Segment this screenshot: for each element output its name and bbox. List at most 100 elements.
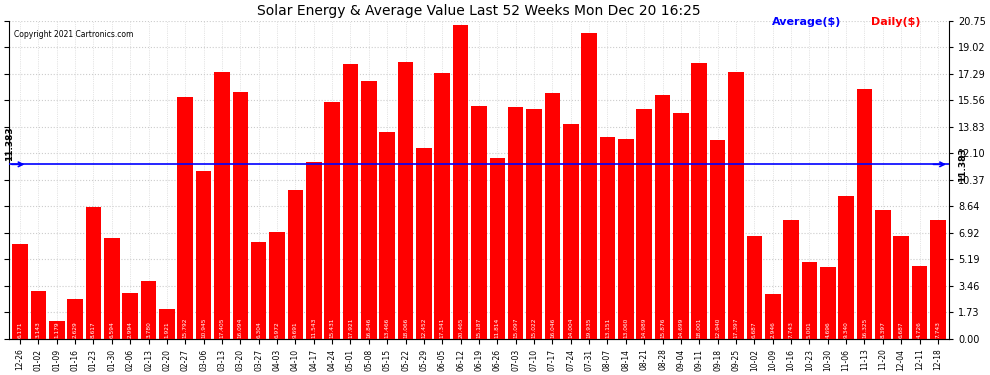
Bar	[600, 137, 615, 339]
Text: 6.304: 6.304	[256, 321, 261, 338]
Text: 15.876: 15.876	[660, 318, 665, 338]
Bar	[435, 73, 450, 339]
Bar	[875, 210, 891, 339]
Text: 17.405: 17.405	[220, 318, 225, 338]
Text: 13.466: 13.466	[385, 318, 390, 338]
Text: 14.989: 14.989	[642, 318, 646, 338]
Bar	[729, 72, 743, 339]
Text: 6.171: 6.171	[18, 322, 23, 338]
Text: 20.465: 20.465	[458, 318, 463, 338]
Text: 15.792: 15.792	[183, 318, 188, 338]
Bar	[856, 88, 872, 339]
Bar	[489, 158, 505, 339]
Text: 14.699: 14.699	[678, 318, 683, 338]
Bar	[563, 124, 578, 339]
Text: 19.935: 19.935	[587, 318, 592, 338]
Bar	[654, 96, 670, 339]
Bar	[123, 293, 138, 339]
Bar	[673, 114, 689, 339]
Text: 2.629: 2.629	[72, 321, 77, 338]
Bar	[893, 236, 909, 339]
Text: 11.543: 11.543	[311, 318, 316, 338]
Bar	[343, 64, 358, 339]
Bar	[637, 109, 652, 339]
Text: 2.946: 2.946	[770, 321, 775, 338]
Bar	[746, 236, 762, 339]
Text: 13.060: 13.060	[624, 318, 629, 338]
Text: 16.846: 16.846	[366, 318, 371, 338]
Bar	[931, 220, 945, 339]
Bar	[159, 309, 174, 339]
Text: 7.743: 7.743	[936, 321, 940, 338]
Text: Average($): Average($)	[772, 17, 842, 27]
Text: 1.179: 1.179	[54, 321, 59, 338]
Text: 12.940: 12.940	[715, 318, 720, 338]
Bar	[306, 162, 322, 339]
Text: 6.594: 6.594	[109, 321, 114, 338]
Bar	[379, 132, 395, 339]
Bar	[49, 321, 64, 339]
Bar	[912, 266, 928, 339]
Bar	[544, 93, 560, 339]
Bar	[325, 102, 340, 339]
Bar	[12, 244, 28, 339]
Text: 11.383: 11.383	[958, 147, 967, 182]
Text: 2.994: 2.994	[128, 321, 133, 338]
Bar	[31, 291, 47, 339]
Bar	[104, 238, 120, 339]
Text: 6.972: 6.972	[274, 321, 279, 338]
Text: 11.383: 11.383	[5, 126, 14, 160]
Text: 18.066: 18.066	[403, 318, 408, 338]
Text: 1.921: 1.921	[164, 321, 169, 338]
Bar	[527, 108, 542, 339]
Text: 4.726: 4.726	[917, 321, 922, 338]
Bar	[508, 107, 524, 339]
Bar	[398, 62, 414, 339]
Bar	[288, 190, 303, 339]
Text: 11.814: 11.814	[495, 318, 500, 338]
Bar	[710, 141, 726, 339]
Text: 14.004: 14.004	[568, 318, 573, 338]
Bar	[196, 171, 212, 339]
Text: 9.340: 9.340	[843, 321, 848, 338]
Bar	[233, 92, 248, 339]
Bar	[452, 25, 468, 339]
Text: 17.921: 17.921	[347, 318, 353, 338]
Bar	[250, 242, 266, 339]
Text: 10.945: 10.945	[201, 318, 206, 338]
Text: 4.696: 4.696	[826, 321, 831, 338]
Text: 6.687: 6.687	[751, 321, 756, 338]
Title: Solar Energy & Average Value Last 52 Weeks Mon Dec 20 16:25: Solar Energy & Average Value Last 52 Wee…	[257, 4, 701, 18]
Text: 5.001: 5.001	[807, 321, 812, 338]
Text: 8.397: 8.397	[880, 321, 885, 338]
Text: 3.780: 3.780	[147, 321, 151, 338]
Bar	[618, 139, 634, 339]
Bar	[802, 262, 817, 339]
Text: 16.094: 16.094	[238, 318, 243, 338]
Bar	[416, 148, 432, 339]
Bar	[141, 281, 156, 339]
Text: Copyright 2021 Cartronics.com: Copyright 2021 Cartronics.com	[14, 30, 133, 39]
Text: 7.743: 7.743	[789, 321, 794, 338]
Text: 15.187: 15.187	[476, 318, 481, 338]
Text: 13.151: 13.151	[605, 318, 610, 338]
Bar	[67, 298, 83, 339]
Bar	[471, 106, 487, 339]
Text: 8.617: 8.617	[91, 321, 96, 338]
Text: 3.143: 3.143	[36, 321, 41, 338]
Bar	[783, 220, 799, 339]
Text: 9.691: 9.691	[293, 321, 298, 338]
Text: 15.022: 15.022	[532, 318, 537, 338]
Text: 17.341: 17.341	[440, 318, 445, 338]
Bar	[820, 267, 836, 339]
Bar	[86, 207, 101, 339]
Bar	[581, 33, 597, 339]
Bar	[177, 97, 193, 339]
Text: 6.687: 6.687	[899, 321, 904, 338]
Text: 16.325: 16.325	[862, 318, 867, 338]
Text: 12.452: 12.452	[422, 318, 427, 338]
Text: 15.097: 15.097	[513, 318, 518, 338]
Bar	[691, 63, 707, 339]
Bar	[765, 294, 780, 339]
Text: 18.001: 18.001	[697, 318, 702, 338]
